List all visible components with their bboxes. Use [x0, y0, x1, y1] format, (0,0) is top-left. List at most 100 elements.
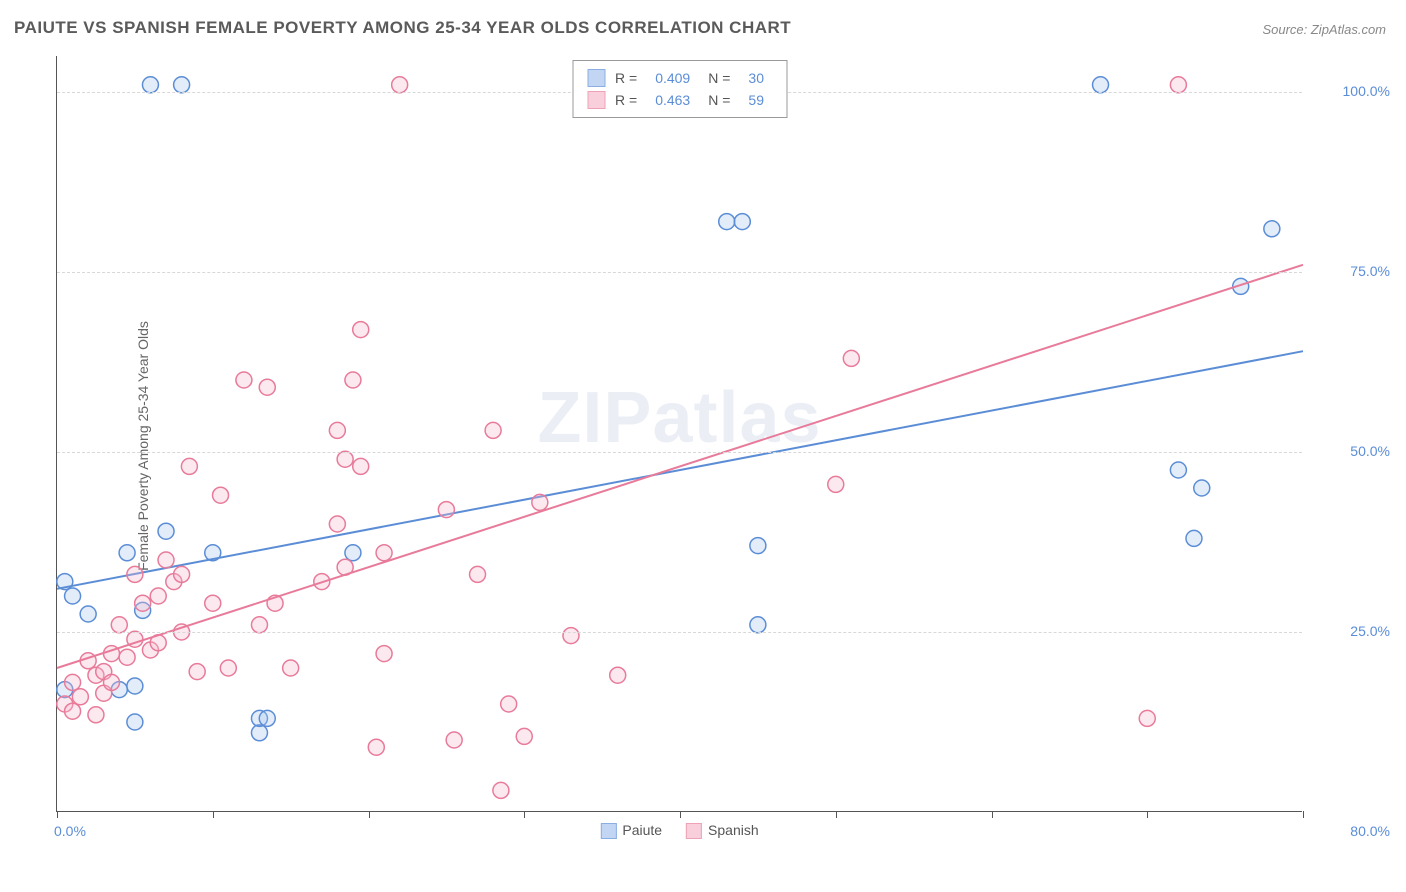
scatter-point: [220, 660, 236, 676]
r-label: R =: [615, 92, 637, 108]
scatter-point: [283, 660, 299, 676]
scatter-point: [65, 703, 81, 719]
n-value: 59: [748, 92, 764, 108]
scatter-point: [65, 674, 81, 690]
legend-label: Spanish: [708, 822, 759, 838]
scatter-point: [516, 728, 532, 744]
scatter-point: [236, 372, 252, 388]
n-label: N =: [708, 92, 730, 108]
scatter-point: [189, 664, 205, 680]
scatter-point: [158, 523, 174, 539]
scatter-point: [376, 545, 392, 561]
legend-swatch: [600, 823, 616, 839]
scatter-point: [135, 595, 151, 611]
scatter-point: [485, 422, 501, 438]
x-tick: [680, 811, 681, 818]
scatter-point: [80, 606, 96, 622]
x-tick: [1303, 811, 1304, 818]
scatter-point: [259, 710, 275, 726]
scatter-point: [1186, 530, 1202, 546]
y-tick-label: 25.0%: [1350, 623, 1390, 639]
legend-correlation: R = 0.409 N = 30 R = 0.463 N = 59: [572, 60, 787, 118]
scatter-point: [158, 552, 174, 568]
scatter-point: [1170, 462, 1186, 478]
scatter-point: [1093, 77, 1109, 93]
scatter-point: [181, 458, 197, 474]
plot-area: ZIPatlas R =0.409N =30R =0.463N =59 0.0%…: [56, 56, 1302, 812]
scatter-point: [119, 649, 135, 665]
scatter-point: [493, 782, 509, 798]
scatter-point: [1194, 480, 1210, 496]
scatter-point: [438, 502, 454, 518]
legend-swatch: [686, 823, 702, 839]
x-tick: [836, 811, 837, 818]
scatter-point: [111, 617, 127, 633]
scatter-point: [205, 595, 221, 611]
scatter-point: [446, 732, 462, 748]
x-tick: [369, 811, 370, 818]
n-label: N =: [708, 70, 730, 86]
x-tick: [524, 811, 525, 818]
y-tick-label: 50.0%: [1350, 443, 1390, 459]
scatter-point: [251, 617, 267, 633]
gridline: [57, 272, 1302, 273]
scatter-point: [337, 451, 353, 467]
x-axis-max-label: 80.0%: [1350, 823, 1390, 839]
legend-series: Paiute Spanish: [600, 822, 758, 839]
scatter-point: [392, 77, 408, 93]
legend-item: Spanish: [686, 822, 759, 839]
n-value: 30: [748, 70, 764, 86]
scatter-point: [104, 674, 120, 690]
scatter-point: [127, 714, 143, 730]
scatter-point: [750, 617, 766, 633]
legend-row: R = 0.409 N = 30: [587, 67, 772, 89]
r-value: 0.463: [655, 92, 690, 108]
scatter-point: [345, 372, 361, 388]
legend-swatch: [587, 91, 605, 109]
scatter-point: [1264, 221, 1280, 237]
legend-row: R = 0.463 N = 59: [587, 89, 772, 111]
scatter-point: [353, 458, 369, 474]
scatter-point: [251, 725, 267, 741]
scatter-point: [259, 379, 275, 395]
gridline: [57, 452, 1302, 453]
scatter-point: [127, 678, 143, 694]
scatter-point: [127, 566, 143, 582]
scatter-point: [72, 689, 88, 705]
scatter-point: [1139, 710, 1155, 726]
scatter-point: [750, 538, 766, 554]
chart-svg: [57, 56, 1302, 811]
source-attribution: Source: ZipAtlas.com: [1262, 22, 1386, 37]
scatter-point: [88, 707, 104, 723]
gridline: [57, 632, 1302, 633]
scatter-point: [142, 77, 158, 93]
legend-item: Paiute: [600, 822, 662, 839]
scatter-point: [329, 516, 345, 532]
scatter-point: [353, 322, 369, 338]
scatter-point: [150, 588, 166, 604]
x-axis-min-label: 0.0%: [54, 823, 86, 839]
scatter-point: [119, 545, 135, 561]
scatter-point: [345, 545, 361, 561]
scatter-point: [213, 487, 229, 503]
x-tick: [1147, 811, 1148, 818]
x-tick: [213, 811, 214, 818]
chart-title: PAIUTE VS SPANISH FEMALE POVERTY AMONG 2…: [14, 18, 791, 38]
scatter-point: [843, 350, 859, 366]
scatter-point: [719, 214, 735, 230]
scatter-point: [174, 566, 190, 582]
scatter-point: [376, 646, 392, 662]
r-label: R =: [615, 70, 637, 86]
scatter-point: [368, 739, 384, 755]
trend-line: [57, 265, 1303, 668]
r-value: 0.409: [655, 70, 690, 86]
scatter-point: [501, 696, 517, 712]
scatter-point: [734, 214, 750, 230]
scatter-point: [828, 476, 844, 492]
legend-label: Paiute: [622, 822, 662, 838]
y-tick-label: 100.0%: [1343, 83, 1390, 99]
x-tick: [992, 811, 993, 818]
scatter-point: [470, 566, 486, 582]
scatter-point: [563, 628, 579, 644]
y-tick-label: 75.0%: [1350, 263, 1390, 279]
